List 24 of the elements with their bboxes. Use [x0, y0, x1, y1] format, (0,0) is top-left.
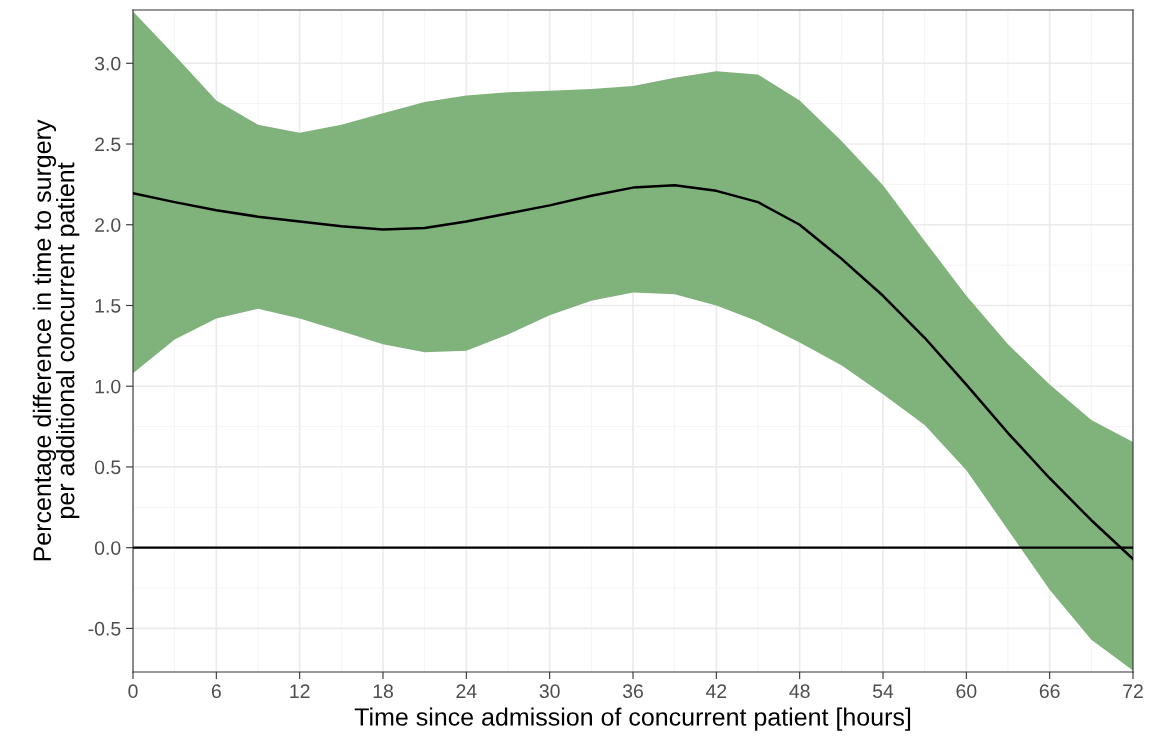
- x-tick-label: 6: [211, 684, 221, 699]
- y-tick-label: 0.0: [94, 541, 121, 555]
- x-tick-label: 54: [872, 684, 894, 699]
- x-tick-label: 30: [539, 684, 560, 699]
- line-series: [133, 183, 1133, 561]
- x-tick-label: 48: [789, 684, 810, 699]
- x-tick-label: 12: [290, 684, 310, 698]
- x-axis-title: Time since admission of concurrent patient [hours]: [354, 707, 911, 731]
- y-tick-label: 1.5: [95, 299, 121, 313]
- y-tick-label: 2.0: [95, 218, 121, 232]
- x-tick-label: 66: [1039, 684, 1060, 699]
- y-tick-label: 2.5: [95, 137, 121, 152]
- y-tick-label: 1.0: [95, 379, 121, 394]
- x-tick-label: 24: [456, 684, 477, 698]
- y-tick-label: 3.0: [94, 56, 121, 71]
- x-tick-label: 36: [622, 684, 643, 699]
- x-tick-label: 42: [705, 684, 727, 698]
- x-tick-label: 18: [373, 684, 393, 699]
- x-tick-label: 60: [956, 684, 977, 699]
- y-tick-label: 0.5: [94, 460, 121, 475]
- x-tick-label: 72: [1123, 684, 1143, 698]
- x-tick-label: 0: [128, 684, 138, 699]
- y-tick-label: -0.5: [88, 621, 121, 636]
- y-axis-title: Percentage difference in time to surgery per additional concurrent patient: [32, 119, 80, 561]
